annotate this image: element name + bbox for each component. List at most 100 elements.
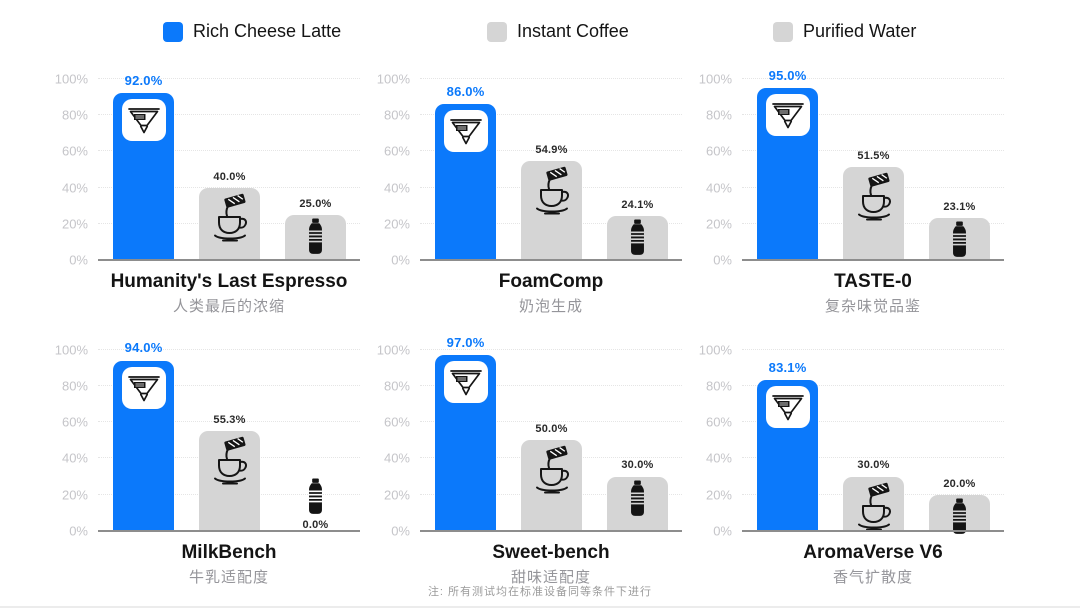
legend-item-instant-coffee: Instant Coffee bbox=[487, 21, 629, 42]
pourover-dripper-icon bbox=[443, 110, 488, 153]
bar-value-label: 97.0% bbox=[446, 334, 485, 350]
chart-title: FoamComp bbox=[498, 271, 604, 292]
y-axis: 0% 20% 40% 60% 80% 100% bbox=[682, 343, 742, 537]
bar-slot-pourover-dripper: 92.0% bbox=[113, 73, 174, 260]
legend-item-purified-water: Purified Water bbox=[773, 21, 916, 42]
y-axis-tick-label: 80% bbox=[383, 107, 410, 123]
water-bottle-icon bbox=[950, 221, 969, 259]
gridline bbox=[98, 114, 360, 116]
y-axis-tick-label: 100% bbox=[698, 71, 732, 87]
y-axis: 0% 20% 40% 60% 80% 100% bbox=[682, 73, 742, 267]
subplot-sweet-bench: 0% 20% 40% 60% 80% 100% 97.0% 50.0% 30.0% Sweet… bbox=[360, 335, 682, 587]
plot-area: 83.1% 30.0% 20.0% bbox=[742, 348, 1004, 534]
pourover-dripper-icon bbox=[765, 386, 810, 429]
gridline bbox=[742, 78, 1004, 79]
bar-value-label: 51.5% bbox=[857, 149, 890, 162]
y-axis-tick-label: 0% bbox=[69, 523, 88, 539]
chart-title: Humanity's Last Espresso bbox=[110, 271, 348, 292]
water-bottle-icon bbox=[306, 218, 325, 256]
bar-value-label: 92.0% bbox=[124, 73, 163, 89]
bar-pourover-dripper bbox=[435, 355, 496, 531]
chart-title: MilkBench bbox=[181, 541, 277, 563]
bar-value-label: 30.0% bbox=[857, 459, 890, 472]
gridline bbox=[420, 78, 682, 79]
bar-slot-water-bottle: 24.1% bbox=[607, 79, 668, 260]
bar-slot-water-bottle: 20.0% bbox=[929, 350, 990, 534]
bar-water-bottle bbox=[607, 476, 668, 531]
y-axis-tick-label: 60% bbox=[61, 414, 88, 430]
bar-pourover-dripper bbox=[113, 360, 174, 531]
chart-title: TASTE-0 bbox=[834, 271, 912, 292]
y-axis: 0% 20% 40% 60% 80% 100% bbox=[360, 73, 420, 267]
bar-value-label: 40.0% bbox=[213, 170, 246, 183]
y-axis-tick-label: 60% bbox=[705, 414, 732, 430]
gridline bbox=[420, 385, 682, 386]
pourover-dripper-icon bbox=[765, 94, 810, 137]
y-axis-tick-label: 0% bbox=[713, 523, 732, 539]
y-axis-tick-label: 20% bbox=[383, 216, 410, 232]
water-bottle-icon bbox=[306, 478, 325, 516]
bar-pourover-dripper bbox=[757, 88, 818, 260]
y-axis-tick-label: 100% bbox=[54, 71, 88, 87]
bar-slot-water-bottle: 25.0% bbox=[285, 79, 346, 260]
water-bottle-icon bbox=[628, 479, 647, 518]
gridline bbox=[420, 150, 682, 152]
plot-area: 95.0% 51.5% 23.1% bbox=[742, 68, 1004, 261]
bar-slot-instant-coffee-cup: 50.0% bbox=[521, 350, 582, 531]
bar-water-bottle bbox=[929, 218, 990, 260]
plot-area: 92.0% 40.0% 25.0% bbox=[98, 73, 360, 261]
pourover-dripper-icon bbox=[443, 361, 488, 404]
instant-coffee-cup-icon bbox=[207, 434, 253, 486]
y-axis-tick-label: 80% bbox=[705, 107, 732, 123]
chart-subtitle: 牛乳适配度 bbox=[188, 568, 269, 586]
water-bottle-icon bbox=[628, 219, 647, 257]
legend-label: Purified Water bbox=[803, 21, 917, 41]
bar-water-bottle bbox=[929, 494, 990, 534]
gridline bbox=[742, 348, 1004, 350]
bar-value-label: 86.0% bbox=[446, 84, 485, 100]
y-axis-tick-label: 60% bbox=[61, 143, 88, 159]
bar-instant-coffee-cup bbox=[843, 476, 904, 531]
bar-value-label: 94.0% bbox=[124, 340, 163, 356]
y-axis-tick-label: 60% bbox=[383, 414, 410, 430]
y-axis-tick-label: 0% bbox=[713, 252, 732, 268]
bar-water-bottle bbox=[285, 214, 346, 260]
bar-value-label: 25.0% bbox=[299, 197, 332, 210]
bar-instant-coffee-cup bbox=[199, 430, 260, 531]
bar-value-label: 55.3% bbox=[213, 413, 246, 426]
gridline bbox=[742, 457, 1004, 459]
bar-slot-water-bottle: 30.0% bbox=[607, 350, 668, 531]
y-axis: 0% 20% 40% 60% 80% 100% bbox=[360, 343, 420, 537]
y-axis-tick-label: 100% bbox=[376, 342, 410, 358]
gridline bbox=[742, 114, 1004, 116]
bar-instant-coffee-cup bbox=[199, 187, 260, 260]
y-axis-tick-label: 100% bbox=[376, 71, 410, 87]
y-axis-tick-label: 40% bbox=[705, 450, 732, 466]
plot-area: 86.0% 54.9% 24.1% bbox=[420, 78, 682, 261]
bar-pourover-dripper bbox=[757, 380, 818, 531]
bar-water-bottle bbox=[607, 216, 668, 260]
bar-slot-pourover-dripper: 97.0% bbox=[435, 335, 496, 531]
plot-area: 94.0% 55.3% 0.0% bbox=[98, 341, 360, 532]
y-axis-tick-label: 40% bbox=[383, 180, 410, 196]
bar-slot-instant-coffee-cup: 55.3% bbox=[199, 350, 260, 531]
gridline bbox=[420, 348, 682, 350]
y-axis-tick-label: 20% bbox=[61, 216, 88, 232]
y-axis-tick-label: 20% bbox=[705, 216, 732, 232]
gridline bbox=[98, 150, 360, 152]
instant-coffee-cup-icon bbox=[529, 164, 575, 216]
gridline bbox=[98, 78, 360, 79]
pourover-dripper-icon bbox=[121, 366, 166, 409]
legend-swatch-gray bbox=[773, 21, 793, 42]
chart-subtitle: 甜味适配度 bbox=[510, 568, 591, 586]
instant-coffee-cup-icon bbox=[851, 170, 897, 222]
y-axis-tick-label: 100% bbox=[698, 342, 732, 358]
y-axis-tick-label: 80% bbox=[383, 378, 410, 394]
y-axis-tick-label: 80% bbox=[61, 107, 88, 123]
y-axis: 0% 20% 40% 60% 80% 100% bbox=[38, 73, 98, 267]
bar-slot-water-bottle: 23.1% bbox=[929, 79, 990, 260]
bar-pourover-dripper bbox=[113, 93, 174, 260]
y-axis-tick-label: 80% bbox=[705, 378, 732, 394]
chart-subtitle: 香气扩散度 bbox=[832, 568, 913, 586]
